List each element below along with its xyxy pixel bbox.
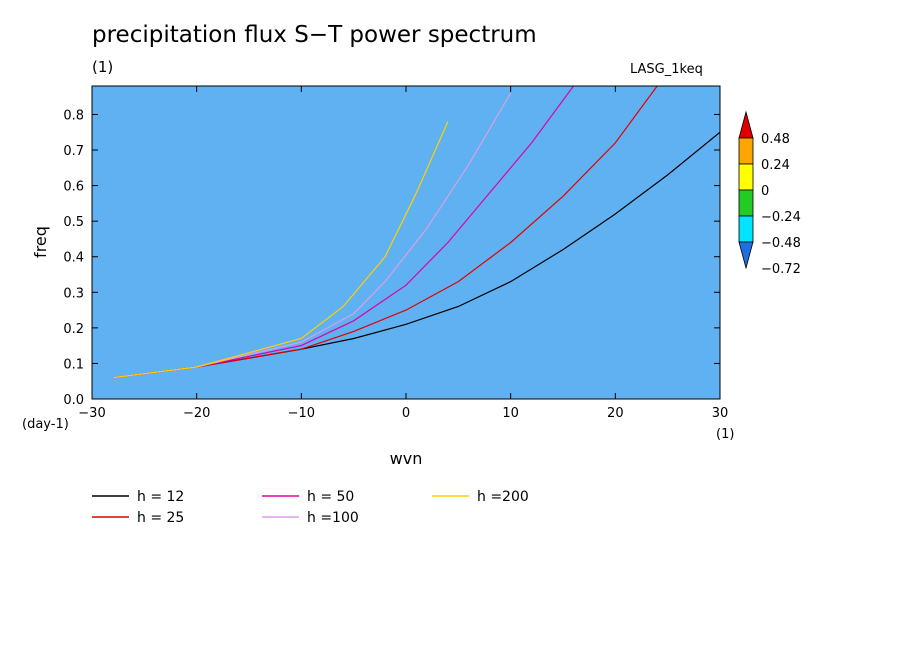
y-tick-label: 0.6 (63, 180, 84, 195)
colorbar-box (738, 163, 754, 191)
colorbar-label: 0.24 (761, 158, 790, 173)
x-tick-label: 0 (402, 406, 410, 421)
chart-title: precipitation flux S−T power spectrum (92, 22, 537, 48)
y-tick-label: 0.0 (63, 393, 84, 408)
legend-label: h = 12 (137, 489, 184, 505)
colorbar-label: −0.24 (761, 210, 801, 225)
x-axis-title: wvn (390, 449, 423, 468)
x-axis-unit: (1) (716, 427, 734, 442)
dispersion-curve-1 (112, 86, 658, 379)
legend-label: h =200 (477, 489, 529, 505)
axes: −30 −20 −10 0 10 20 30 0.0 0.1 0.2 0.3 0.4 0.5 0.6 0.7… (22, 86, 734, 468)
y-tick-label: 0.4 (63, 251, 84, 266)
heatmap-field (92, 86, 720, 399)
legend-label: h = 50 (307, 489, 354, 505)
colorbar-label: 0 (761, 184, 769, 199)
y-tick-label: 0.7 (63, 144, 84, 159)
dispersion-curve-4 (112, 121, 449, 379)
colorbar-box (738, 189, 754, 217)
y-axis-unit: (day-1) (22, 417, 69, 432)
colorbar-label: −0.72 (761, 262, 801, 277)
colorbar-label: 0.48 (761, 132, 790, 147)
dispersion-curve-2 (112, 86, 574, 379)
colorbar-over-triangle (738, 110, 754, 139)
x-tick-label: −30 (78, 406, 105, 421)
colorbar-label: −0.48 (761, 236, 801, 251)
legend-label: h =100 (307, 510, 359, 526)
chart-subtitle-unit: (1) (92, 58, 114, 76)
y-tick-label: 0.1 (63, 357, 84, 372)
x-tick-label: −20 (183, 406, 210, 421)
x-tick-label: 30 (712, 406, 729, 421)
x-tick-label: −10 (288, 406, 315, 421)
y-axis-title: freq (31, 226, 50, 258)
y-tick-label: 0.5 (63, 215, 84, 230)
dispersion-curves (112, 86, 720, 379)
y-tick-label: 0.8 (63, 108, 84, 123)
colorbar-box (738, 137, 754, 165)
colorbar-box (738, 215, 754, 243)
legend-label: h = 25 (137, 510, 184, 526)
y-tick-label: 0.3 (63, 286, 84, 301)
colorbar: 0.48 0.24 0 −0.24 −0.48 −0.72 (738, 110, 801, 277)
x-tick-label: 10 (502, 406, 519, 421)
y-tick-label: 0.2 (63, 322, 84, 337)
chart-subtitle-model: LASG_1keq (630, 62, 703, 77)
x-tick-label: 20 (607, 406, 624, 421)
colorbar-under-triangle (738, 241, 754, 270)
plot-area (91, 85, 721, 400)
legend: h = 12 h = 25 h = 50 h =100 h =200 (92, 489, 529, 526)
